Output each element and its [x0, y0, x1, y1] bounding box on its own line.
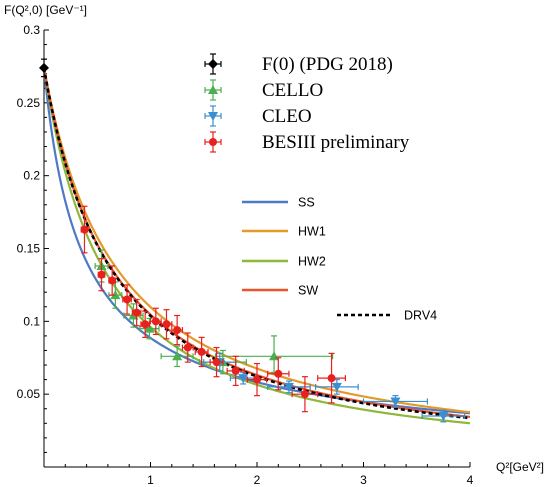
y-tick-label: 0.1 [23, 314, 40, 328]
legend-marker [208, 59, 218, 69]
data-point [108, 276, 117, 285]
y-axis-title: F(Q²,0) [GeV⁻¹] [4, 3, 87, 17]
legend-item-besiii-preliminary: BESIII preliminary [204, 131, 410, 153]
data-point [253, 375, 261, 384]
data-point [173, 326, 182, 335]
data-point [172, 351, 183, 361]
data-point [162, 320, 171, 329]
legend-item-ss: SS [242, 196, 315, 210]
data-point [97, 270, 106, 279]
data-point [80, 225, 89, 234]
legend-label: F(0) (PDG 2018) [262, 54, 393, 75]
legend-label: DRV4 [404, 309, 437, 323]
legend-label: BESIII preliminary [262, 132, 410, 153]
curve-drv4 [42, 67, 471, 420]
legend-item-sw: SW [242, 284, 318, 298]
data-point [274, 369, 283, 378]
ticks: 1 2 3 4 0.05 0.1 0.15 0.2 0.25 0.3 [17, 23, 474, 487]
legend-label: SW [298, 284, 318, 298]
data-point [438, 412, 449, 422]
legend-item-f-0-pdg-2018-: F(0) (PDG 2018) [204, 53, 393, 75]
data-point [331, 382, 342, 392]
series-cello [94, 249, 334, 375]
data-point [141, 320, 150, 329]
data-point [132, 308, 141, 317]
data-point [128, 310, 139, 320]
data-point [238, 374, 249, 384]
legend-label: HW2 [298, 255, 326, 269]
y-tick-label: 0.15 [17, 242, 41, 256]
data-point [110, 290, 121, 300]
data-point [144, 323, 155, 333]
legend-label: HW1 [298, 225, 326, 239]
data-point [390, 397, 401, 407]
y-tick-label: 0.3 [23, 23, 40, 37]
legend-label: CELLO [262, 80, 323, 101]
data-point [151, 317, 160, 326]
legend-marker [208, 85, 218, 94]
legend-label: SS [298, 196, 315, 210]
data-points [39, 58, 466, 423]
series-f-0-pdg-2018- [39, 58, 49, 78]
x-tick-label: 2 [254, 473, 261, 487]
y-tick-label: 0.25 [17, 96, 41, 110]
data-point [183, 343, 192, 352]
legend-item-hw1: HW1 [242, 225, 326, 239]
data-point [231, 366, 240, 375]
series-besiii-preliminary [80, 205, 346, 413]
data-point [39, 62, 49, 73]
legend-item-cleo: CLEO [204, 105, 312, 127]
y-tick-label: 0.05 [17, 387, 41, 401]
curve-ss [42, 67, 471, 415]
data-point [212, 358, 221, 367]
legend-item-cello: CELLO [204, 79, 323, 101]
data-point [327, 374, 336, 383]
legend-item-drv4: DRV4 [337, 309, 437, 323]
legend-marker [209, 138, 217, 146]
curve-hw1 [42, 67, 471, 414]
data-point [300, 390, 309, 399]
x-axis-title: Q²[GeV²] [496, 460, 544, 474]
legend-item-hw2: HW2 [242, 255, 326, 269]
legend: F(0) (PDG 2018) CELLO CLEO BESIII prelimina… [204, 53, 437, 323]
legend-label: CLEO [262, 106, 312, 127]
x-tick-label: 3 [360, 473, 367, 487]
x-tick-label: 1 [147, 473, 154, 487]
y-tick-label: 0.2 [23, 169, 40, 183]
legend-marker [208, 112, 218, 121]
x-tick-label: 4 [467, 473, 474, 487]
data-point [283, 382, 294, 392]
data-point [123, 295, 132, 304]
data-point [197, 347, 206, 356]
